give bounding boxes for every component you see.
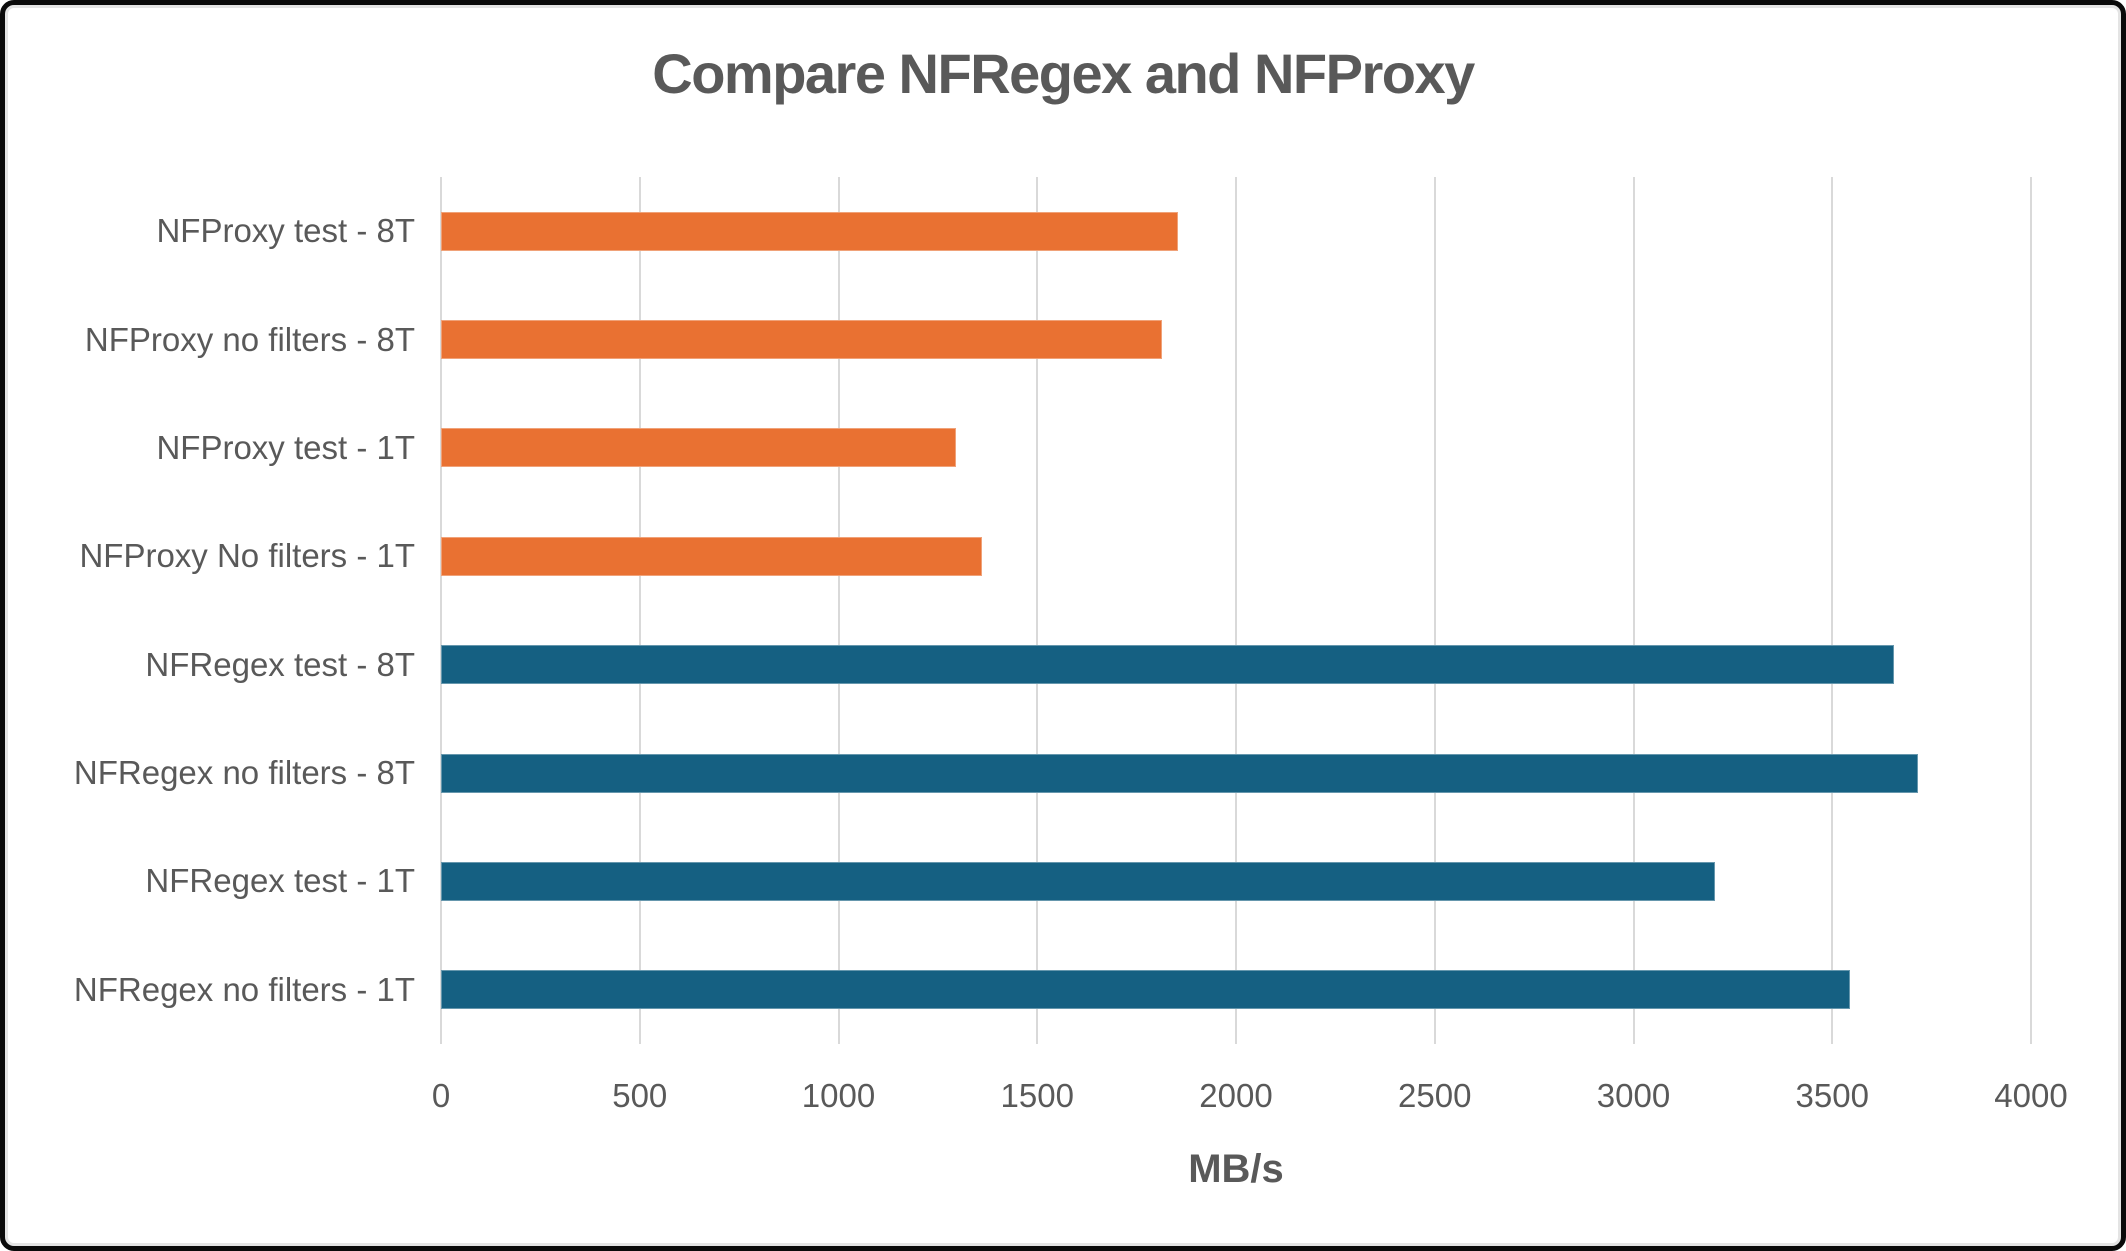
chart-title: Compare NFRegex and NFProxy xyxy=(652,42,1475,105)
x-tick-label: 3500 xyxy=(1795,1077,1869,1114)
gridline xyxy=(1831,177,1834,1044)
x-tick-label: 500 xyxy=(612,1077,668,1114)
bar-nfproxy-2 xyxy=(441,428,956,468)
x-axis-title: MB/s xyxy=(1188,1147,1284,1191)
gridline xyxy=(1632,177,1635,1044)
x-tick-label: 2500 xyxy=(1398,1077,1472,1114)
x-tick-label: 1000 xyxy=(801,1077,876,1114)
gridline xyxy=(1235,177,1237,1044)
plot-area xyxy=(440,177,2032,1044)
gridline xyxy=(2030,177,2032,1044)
category-label: NFRegex no filters - 1T xyxy=(73,970,415,1008)
bar-nfregex-6 xyxy=(441,861,1715,901)
x-tick-label: 0 xyxy=(431,1077,451,1114)
gridline xyxy=(837,177,840,1044)
bar-nfproxy-3 xyxy=(441,536,982,576)
x-tick-label: 1500 xyxy=(1000,1077,1074,1114)
category-label: NFRegex test - 1T xyxy=(145,862,415,900)
gridline xyxy=(638,177,641,1044)
x-tick-label: 2000 xyxy=(1199,1077,1273,1114)
x-tick-label: 3000 xyxy=(1596,1077,1671,1114)
category-label: NFProxy test - 1T xyxy=(156,428,415,466)
x-tick-label: 4000 xyxy=(1994,1077,2068,1114)
bar-nfproxy-1 xyxy=(441,320,1163,360)
category-label: NFRegex no filters - 8T xyxy=(73,754,415,792)
bar-nfregex-5 xyxy=(441,753,1918,793)
category-label: NFRegex test - 8T xyxy=(145,645,415,683)
category-label: NFProxy No filters - 1T xyxy=(79,537,415,575)
gridline xyxy=(1036,177,1039,1044)
category-label: NFProxy test - 8T xyxy=(156,212,415,250)
bar-nfproxy-0 xyxy=(441,211,1179,251)
bar-nfregex-7 xyxy=(441,970,1851,1010)
gridline xyxy=(1433,177,1436,1044)
gridline xyxy=(440,177,442,1044)
bar-nfregex-4 xyxy=(441,645,1894,685)
category-label: NFProxy no filters - 8T xyxy=(84,320,415,358)
